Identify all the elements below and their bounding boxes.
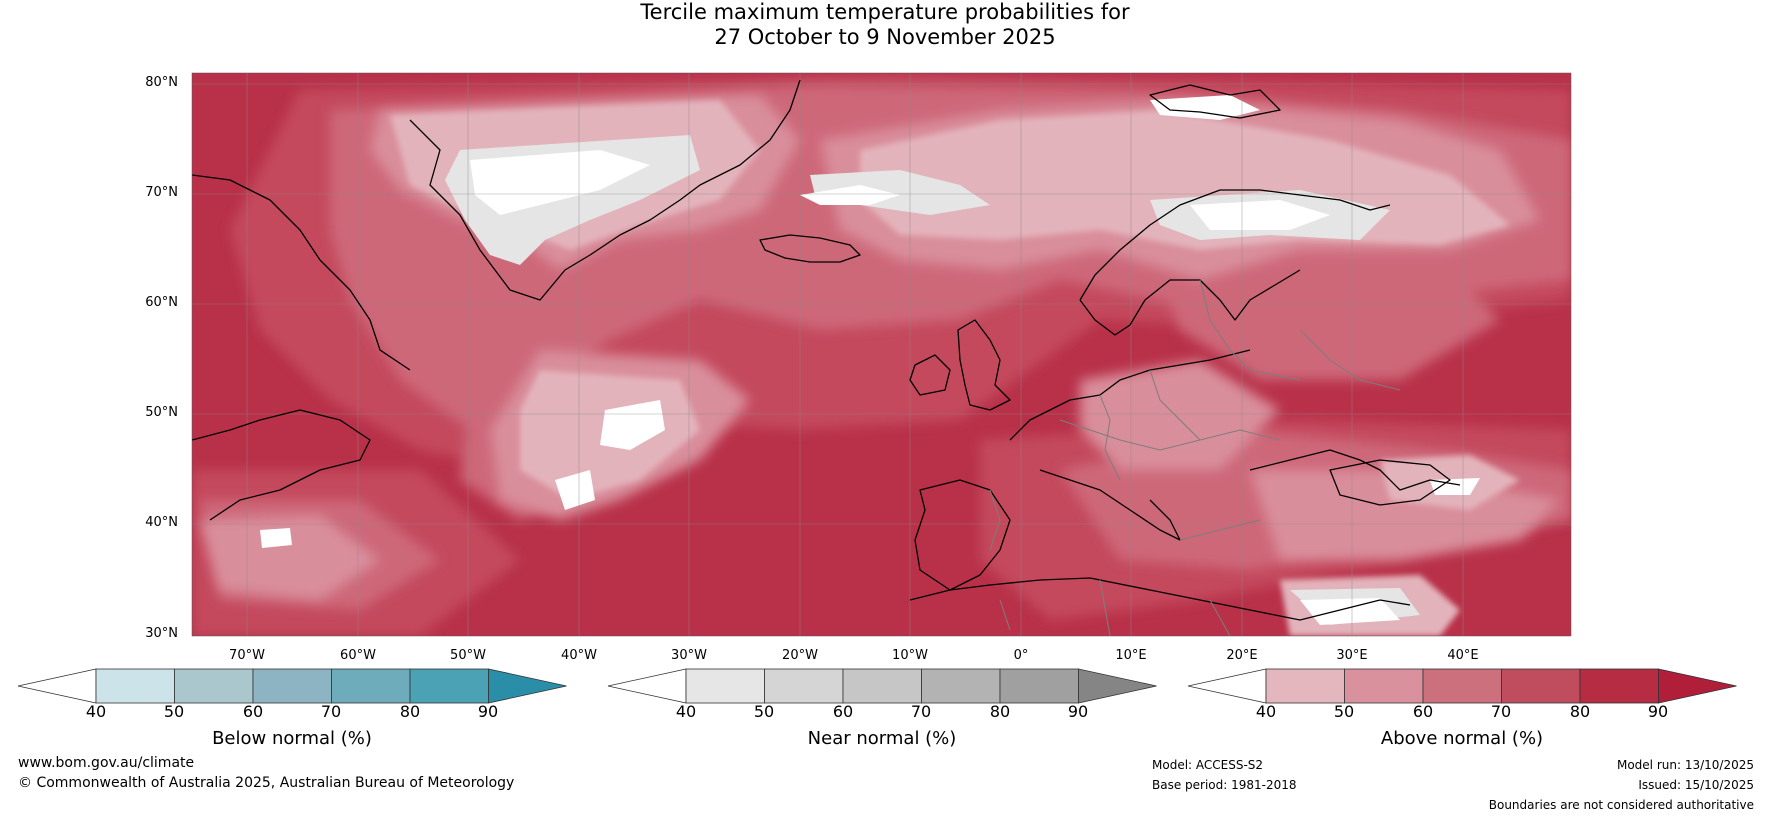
below-swatch-1	[95, 668, 175, 704]
lon-label-60w: 60°W	[340, 648, 376, 663]
above-swatch-2	[1344, 668, 1424, 704]
colorbar-below-swatches	[17, 668, 567, 704]
colorbar-near-normal	[607, 668, 1157, 704]
above-tick-50: 50	[1333, 702, 1355, 721]
near-tick-50: 50	[753, 702, 775, 721]
below-swatch-4	[331, 668, 411, 704]
below-tick-60: 60	[242, 702, 264, 721]
colorbar-near-swatches	[607, 668, 1157, 704]
below-tick-50: 50	[163, 702, 185, 721]
near-tick-90: 90	[1067, 702, 1089, 721]
lon-label-40e: 40°E	[1447, 648, 1479, 663]
near-tick-70: 70	[910, 702, 932, 721]
near-normal-label: Near normal (%)	[807, 728, 957, 749]
near-swatch-4	[921, 668, 1001, 704]
near-swatch-2	[764, 668, 844, 704]
above-tick-60: 60	[1412, 702, 1434, 721]
issued-date: Issued: 15/10/2025	[1638, 778, 1754, 792]
lat-label-40n: 40°N	[145, 515, 178, 530]
below-tick-70: 70	[320, 702, 342, 721]
boundaries-disclaimer: Boundaries are not considered authoritat…	[1488, 798, 1754, 812]
lon-label-10e: 10°E	[1115, 648, 1147, 663]
below-normal-label: Below normal (%)	[212, 728, 372, 749]
near-tick-80: 80	[989, 702, 1011, 721]
above-extend-high	[1658, 668, 1737, 704]
near-swatch-1	[685, 668, 765, 704]
above-swatch-4	[1501, 668, 1581, 704]
graticule	[192, 73, 1571, 636]
lon-label-30e: 30°E	[1336, 648, 1368, 663]
above-tick-70: 70	[1490, 702, 1512, 721]
lon-label-20w: 20°W	[782, 648, 818, 663]
below-tick-40: 40	[85, 702, 107, 721]
near-swatch-3	[842, 668, 922, 704]
above-tick-90: 90	[1647, 702, 1669, 721]
lat-label-60n: 60°N	[145, 295, 178, 310]
lat-label-30n: 30°N	[145, 626, 178, 641]
map-frame	[191, 72, 1572, 637]
near-extend-low	[607, 668, 687, 704]
above-swatch-3	[1422, 668, 1502, 704]
above-normal-label: Above normal (%)	[1380, 728, 1544, 749]
below-extend-high	[488, 668, 567, 704]
above-swatch-5	[1579, 668, 1659, 704]
near-tick-40: 40	[675, 702, 697, 721]
colorbar-above-normal	[1187, 668, 1737, 704]
copyright-text: © Commonwealth of Australia 2025, Austra…	[18, 775, 515, 791]
lat-label-50n: 50°N	[145, 405, 178, 420]
model-name: Model: ACCESS-S2	[1152, 758, 1264, 772]
above-swatch-1	[1265, 668, 1345, 704]
below-swatch-2	[174, 668, 254, 704]
coastlines	[192, 79, 1461, 621]
base-period: Base period: 1981-2018	[1152, 778, 1297, 792]
near-extend-high	[1078, 668, 1157, 704]
near-swatch-5	[999, 668, 1079, 704]
model-run-date: Model run: 13/10/2025	[1616, 758, 1754, 772]
country-borders	[989, 279, 1401, 636]
lon-label-20e: 20°E	[1226, 648, 1258, 663]
lon-label-70w: 70°W	[229, 648, 265, 663]
website-link[interactable]: www.bom.gov.au/climate	[18, 755, 195, 771]
lon-label-40w: 40°W	[561, 648, 597, 663]
below-tick-90: 90	[477, 702, 499, 721]
map-title: Tercile maximum temperature probabilitie…	[0, 0, 1770, 50]
lat-label-70n: 70°N	[145, 185, 178, 200]
above-extend-low	[1187, 668, 1267, 704]
title-line-2: 27 October to 9 November 2025	[714, 25, 1056, 49]
below-swatch-5	[409, 668, 489, 704]
lon-label-50w: 50°W	[450, 648, 486, 663]
below-extend-low	[17, 668, 97, 704]
lon-label-30w: 30°W	[671, 648, 707, 663]
colorbar-below-normal	[17, 668, 567, 704]
lon-label-0: 0°	[1013, 648, 1029, 663]
lon-label-10w: 10°W	[892, 648, 928, 663]
above-tick-40: 40	[1255, 702, 1277, 721]
above-tick-80: 80	[1569, 702, 1591, 721]
below-swatch-3	[252, 668, 332, 704]
map-field	[192, 73, 1571, 636]
below-tick-80: 80	[399, 702, 421, 721]
title-line-1: Tercile maximum temperature probabilitie…	[640, 0, 1130, 24]
near-tick-60: 60	[832, 702, 854, 721]
colorbar-above-swatches	[1187, 668, 1737, 704]
lat-label-80n: 80°N	[145, 75, 178, 90]
band-white	[260, 95, 1480, 625]
